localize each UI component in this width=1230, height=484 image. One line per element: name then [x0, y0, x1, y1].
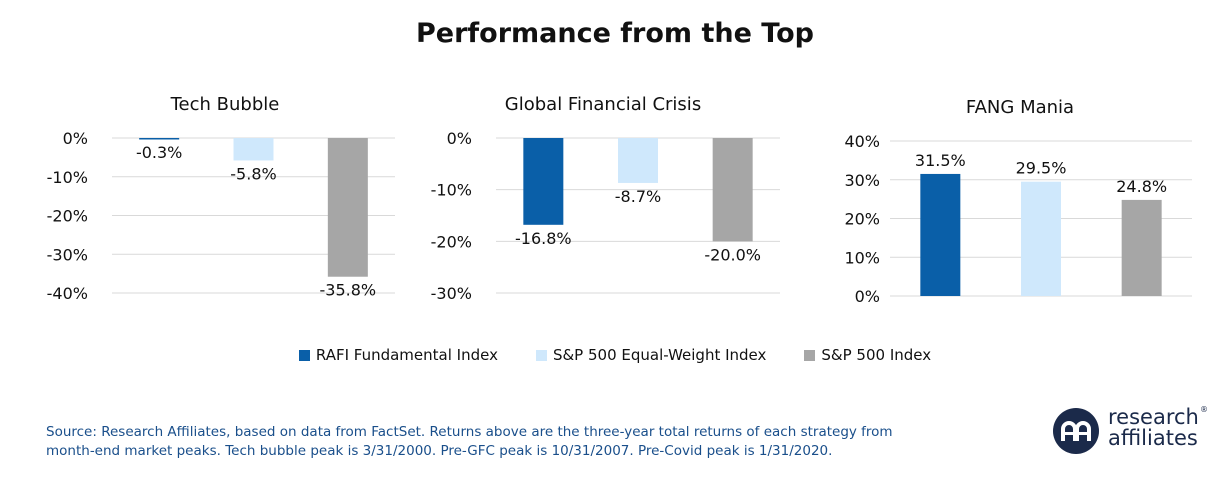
y-tick-label: -20%	[47, 207, 88, 226]
chart-title: FANG Mania	[966, 97, 1074, 118]
logo-wordmark: research affiliates	[1108, 407, 1199, 449]
legend-item-sp500: S&P 500 Index	[804, 346, 931, 364]
data-label-sp500: 24.8%	[1116, 177, 1167, 196]
bar-sp500	[1121, 199, 1162, 296]
source-line-2: month-end market peaks. Tech bubble peak…	[46, 443, 833, 459]
legend-swatch-rafi	[298, 349, 310, 361]
source-line-1: Source: Research Affiliates, based on da…	[46, 424, 893, 440]
bar-sp500	[712, 138, 753, 242]
data-label-rafi: -16.8%	[515, 229, 572, 248]
charts-area: Tech Bubble 0% -10% -20% -30% -40% -0.3% -5.8% -…	[47, 94, 1192, 306]
logo-line-1: research	[1108, 405, 1199, 429]
registered-mark: ®	[1200, 405, 1208, 414]
data-label-sp500: -35.8%	[320, 281, 377, 300]
legend: RAFI Fundamental Index S&P 500 Equal-Wei…	[0, 346, 1230, 364]
data-label-sp500: -20.0%	[704, 245, 761, 264]
y-tick-label: -10%	[47, 168, 88, 187]
bar-rafi	[920, 173, 961, 296]
y-tick-label: 0%	[63, 129, 88, 148]
bar-sp500	[327, 138, 368, 277]
legend-label-rafi: RAFI Fundamental Index	[315, 346, 498, 364]
logo-line-2: affiliates	[1108, 426, 1198, 450]
page-title: Performance from the Top	[415, 18, 814, 49]
ra-monogram-icon	[1053, 408, 1099, 454]
y-tick-label: -30%	[431, 284, 472, 303]
y-tick-label: 20%	[844, 210, 880, 229]
bar-rafi	[139, 138, 180, 140]
chart-title: Global Financial Crisis	[505, 94, 701, 115]
data-label-equal-weight: -8.7%	[615, 187, 661, 206]
y-tick-label: 10%	[844, 248, 880, 267]
y-tick-label: -20%	[431, 232, 472, 251]
legend-swatch-equal-weight	[535, 349, 547, 361]
bar-equal-weight	[1021, 181, 1061, 296]
data-label-rafi: 31.5%	[915, 151, 966, 170]
legend-label-equal-weight: S&P 500 Equal-Weight Index	[552, 346, 767, 364]
y-tick-label: 40%	[844, 132, 880, 151]
y-tick-label: 0%	[447, 129, 472, 148]
bar-equal-weight	[233, 138, 274, 161]
chart-title: Tech Bubble	[170, 94, 280, 115]
data-label-equal-weight: -5.8%	[230, 164, 276, 183]
data-label-rafi: -0.3%	[136, 143, 182, 162]
bar-equal-weight	[618, 138, 658, 183]
source-note: Source: Research Affiliates, based on da…	[46, 423, 946, 461]
y-tick-label: 0%	[855, 287, 880, 306]
bar-rafi	[523, 138, 564, 225]
legend-label-sp500: S&P 500 Index	[821, 346, 932, 364]
legend-item-equal-weight: S&P 500 Equal-Weight Index	[535, 346, 767, 364]
legend-swatch-sp500	[804, 349, 816, 361]
data-label-equal-weight: 29.5%	[1016, 159, 1067, 178]
y-tick-label: 30%	[844, 171, 880, 190]
y-tick-label: -10%	[431, 181, 472, 200]
legend-item-rafi: RAFI Fundamental Index	[298, 346, 498, 364]
y-tick-label: -30%	[47, 245, 88, 264]
y-tick-label: -40%	[47, 284, 88, 303]
research-affiliates-logo: research affiliates ®	[1052, 405, 1212, 457]
